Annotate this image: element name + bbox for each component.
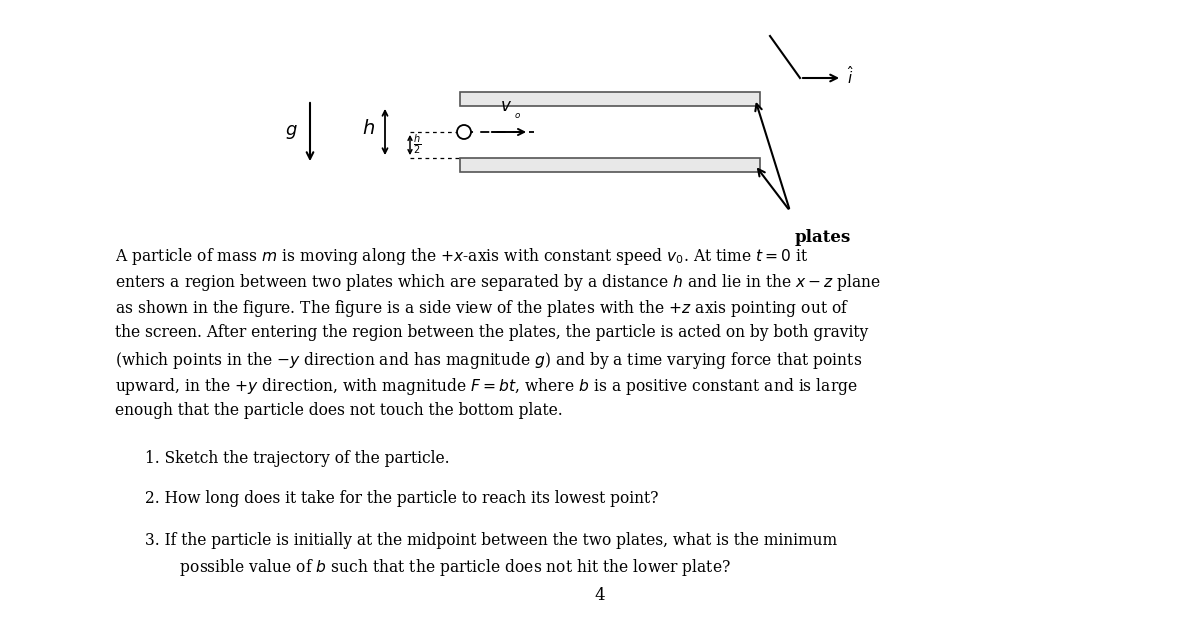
- Text: enters a region between two plates which are separated by a distance $h$ and lie: enters a region between two plates which…: [115, 272, 881, 293]
- Text: (which points in the $-y$ direction and has magnitude $g$) and by a time varying: (which points in the $-y$ direction and …: [115, 350, 863, 371]
- Text: A particle of mass $m$ is moving along the $+x$-axis with constant speed $v_0$. : A particle of mass $m$ is moving along t…: [115, 246, 809, 267]
- Circle shape: [457, 125, 470, 139]
- Text: $\frac{h}{2}$: $\frac{h}{2}$: [413, 132, 421, 156]
- Bar: [460, 158, 760, 172]
- Text: $\hat{i}$: $\hat{i}$: [847, 65, 854, 87]
- Text: upward, in the $+y$ direction, with magnitude $F = bt$, where $b$ is a positive : upward, in the $+y$ direction, with magn…: [115, 376, 858, 397]
- Text: plates: plates: [796, 229, 851, 246]
- Text: enough that the particle does not touch the bottom plate.: enough that the particle does not touch …: [115, 402, 563, 419]
- Text: $h$: $h$: [362, 118, 374, 138]
- Text: 3. If the particle is initially at the midpoint between the two plates, what is : 3. If the particle is initially at the m…: [145, 532, 838, 549]
- Text: 4: 4: [595, 587, 605, 604]
- Text: the screen. After entering the region between the plates, the particle is acted : the screen. After entering the region be…: [115, 324, 869, 341]
- Text: $g$: $g$: [286, 123, 298, 141]
- Bar: [460, 92, 760, 106]
- Text: $_o$: $_o$: [514, 108, 521, 121]
- Text: $v$: $v$: [500, 98, 512, 115]
- Text: possible value of $b$ such that the particle does not hit the lower plate?: possible value of $b$ such that the part…: [166, 557, 731, 578]
- Text: 2. How long does it take for the particle to reach its lowest point?: 2. How long does it take for the particl…: [145, 490, 659, 507]
- Text: as shown in the figure. The figure is a side view of the plates with the $+z$ ax: as shown in the figure. The figure is a …: [115, 298, 850, 319]
- Text: 1. Sketch the trajectory of the particle.: 1. Sketch the trajectory of the particle…: [145, 450, 450, 467]
